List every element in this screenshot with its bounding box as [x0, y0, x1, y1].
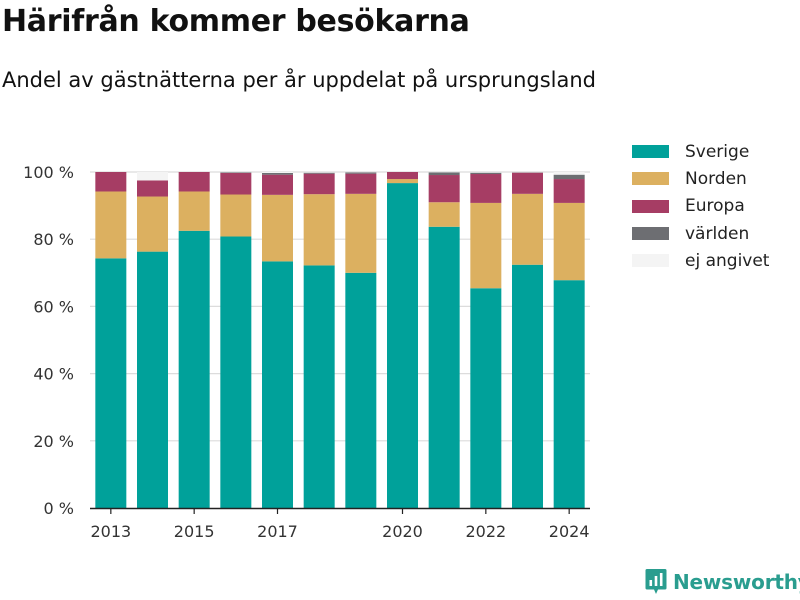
- bar-segment: [303, 265, 335, 508]
- y-tick-label: 60 %: [33, 297, 74, 316]
- x-tick-label: 2020: [382, 522, 423, 541]
- bar-segment: [345, 193, 377, 273]
- bar-segment: [428, 172, 460, 176]
- bar-segment: [553, 179, 585, 203]
- bar-segment: [512, 193, 543, 265]
- bar-segment: [303, 172, 335, 173]
- legend-item: ej angivet: [632, 247, 769, 274]
- legend-label: Sverige: [685, 141, 750, 162]
- bar-segment: [262, 172, 293, 174]
- x-tick-label: 2013: [90, 522, 131, 541]
- chart-legend: Sverige Norden Europa världen ej angivet: [632, 138, 769, 274]
- bar-segment: [470, 202, 502, 289]
- bar-segment: [553, 174, 585, 180]
- bar-segment: [137, 196, 168, 252]
- x-tick-label: 2022: [465, 522, 506, 541]
- legend-item: Sverige: [632, 138, 769, 165]
- legend-label: världen: [685, 223, 750, 244]
- x-tick-label: 2017: [257, 522, 298, 541]
- brand-name: Newsworthy: [673, 569, 800, 594]
- x-tick-label: 2024: [549, 522, 590, 541]
- brand-logo: Newsworthy: [645, 568, 800, 595]
- bar-segment: [470, 174, 502, 203]
- bar-segment: [137, 180, 168, 197]
- legend-swatch: [632, 172, 669, 186]
- legend-swatch: [632, 254, 669, 268]
- bar-segment: [387, 172, 418, 180]
- axes: 0 % 20 % 40 % 60 % 80 % 100 % 2013 2015 2017 2020…: [23, 163, 590, 541]
- bar-segment: [220, 236, 252, 508]
- bar-segment: [262, 173, 293, 175]
- bar-segment: [345, 172, 377, 174]
- bar-segment: [303, 172, 335, 174]
- legend-swatch: [632, 145, 669, 159]
- bar-segment: [512, 172, 543, 194]
- bar-segment: [387, 179, 418, 184]
- legend-label: Europa: [685, 196, 745, 217]
- legend-swatch: [632, 227, 669, 241]
- gridlines: [90, 171, 590, 442]
- bar-segment: [178, 172, 210, 192]
- bar-segment: [262, 194, 293, 262]
- bar-segment: [262, 261, 293, 508]
- bar-segment: [95, 172, 127, 192]
- bar-segment: [220, 194, 252, 237]
- bar-segment: [137, 172, 168, 181]
- bar-segment: [303, 173, 335, 195]
- bar-segment: [95, 191, 127, 259]
- bar-segment: [220, 173, 252, 195]
- y-tick-label: 40 %: [33, 365, 74, 384]
- bar-segment: [178, 230, 210, 509]
- legend-item: Norden: [632, 165, 769, 192]
- bar-segment: [553, 172, 585, 175]
- bar-segment: [428, 175, 460, 203]
- bar-segment: [262, 174, 293, 195]
- bar-segment: [470, 172, 502, 175]
- bar-segment: [95, 258, 127, 508]
- y-tick-label: 100 %: [23, 163, 74, 182]
- bar-segment: [345, 173, 377, 194]
- bars: [95, 172, 585, 509]
- bar-segment: [512, 264, 543, 508]
- bar-segment: [137, 251, 168, 508]
- bar-segment: [303, 194, 335, 266]
- chart-subtitle: Andel av gästnätterna per år uppdelat på…: [2, 68, 596, 92]
- bar-segment: [428, 226, 460, 508]
- bar-segment: [553, 202, 585, 281]
- bar-segment: [387, 183, 418, 508]
- legend-label: Norden: [685, 168, 747, 189]
- legend-swatch: [632, 199, 669, 213]
- legend-item: världen: [632, 220, 769, 247]
- bar-segment: [178, 191, 210, 231]
- newsworthy-logo-icon: [645, 569, 667, 594]
- legend-item: Europa: [632, 193, 769, 220]
- bar-segment: [470, 288, 502, 508]
- y-tick-label: 80 %: [33, 230, 74, 249]
- x-tick-label: 2015: [174, 522, 215, 541]
- legend-label: ej angivet: [685, 250, 770, 271]
- chart-title: Härifrån kommer besökarna: [2, 4, 470, 39]
- bar-segment: [345, 272, 377, 508]
- bar-segment: [428, 202, 460, 227]
- y-tick-label: 20 %: [33, 432, 74, 451]
- y-tick-label: 0 %: [44, 499, 74, 518]
- bar-segment: [470, 172, 502, 173]
- bar-segment: [553, 280, 585, 508]
- bar-segment: [220, 172, 252, 174]
